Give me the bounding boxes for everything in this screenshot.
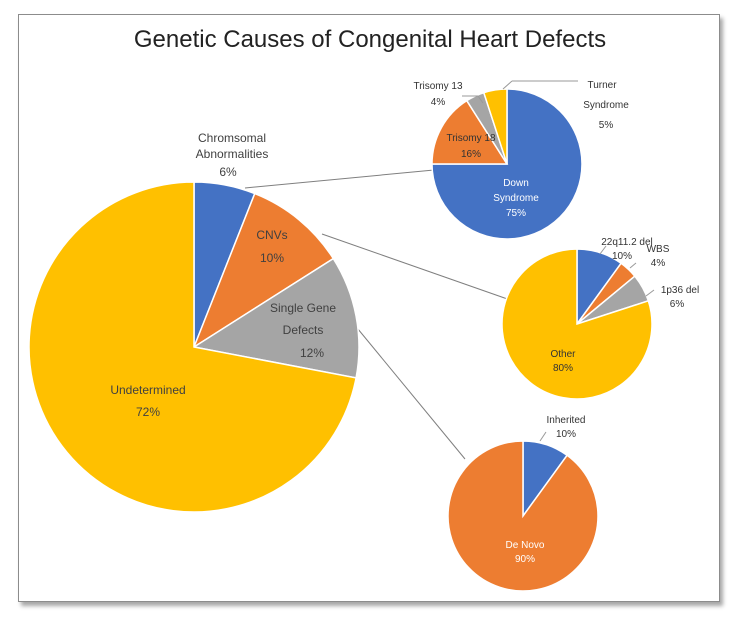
label-1p36: 1p36 del [661, 285, 699, 296]
main-slice-single-gene-defects [191, 257, 360, 379]
leader-line-22q [599, 245, 607, 255]
label-single-gene-line1: Single Gene [270, 301, 336, 315]
chromosomal-pie-labels: Down Syndrome 75% Trisomy 18 16% Trisomy… [413, 80, 629, 219]
label-denovo-pct: 90% [515, 554, 535, 565]
label-chromosomal-pct: 6% [219, 165, 237, 179]
main-slice-cnvs [192, 192, 335, 349]
label-inherited-pct: 10% [556, 429, 576, 440]
leader-lines [462, 80, 655, 442]
label-turner-line2: Syndrome [583, 100, 629, 111]
label-trisomy18: Trisomy 18 [446, 133, 496, 144]
label-other: Other [550, 349, 576, 360]
leader-line-inherited [539, 431, 547, 442]
connector-line-chromosomal [244, 169, 435, 189]
label-undetermined-pct: 72% [136, 405, 160, 419]
chart-title: Genetic Causes of Congenital Heart Defec… [134, 26, 606, 53]
connector-line-single-gene [352, 322, 466, 460]
label-turner-line1: Turner [587, 80, 617, 91]
label-cnvs: CNVs [256, 228, 287, 242]
label-1p36-pct: 6% [670, 299, 685, 310]
label-other-pct: 80% [553, 363, 573, 374]
label-trisomy18-pct: 16% [461, 149, 481, 160]
label-wbs: WBS [647, 244, 670, 255]
single-gene-slice-de-novo [447, 440, 599, 592]
label-trisomy13-pct: 4% [431, 97, 446, 108]
label-undetermined: Undetermined [110, 383, 185, 397]
chromosomal-slice-turner-syndrome [482, 88, 508, 165]
label-single-gene-line2: Defects [283, 323, 324, 337]
label-single-gene-pct: 12% [300, 346, 324, 360]
connector-lines [244, 169, 517, 460]
label-down-line2: Syndrome [493, 193, 539, 204]
leader-line-wbs [629, 262, 637, 269]
leader-line-1p36 [645, 289, 655, 297]
label-cnvs-pct: 10% [260, 251, 284, 265]
leader-line-trisomy13-b [477, 95, 484, 104]
label-22q: 22q11.2 del [601, 237, 653, 248]
chromosomal-slice-trisomy-18 [431, 99, 509, 165]
label-wbs-pct: 4% [651, 258, 666, 269]
cnv-slice-other [501, 248, 653, 400]
label-inherited: Inherited [547, 415, 586, 426]
label-denovo: De Novo [506, 540, 545, 551]
main-slice-undetermined [28, 181, 357, 513]
cnv-pie-labels: 22q11.2 del 10% WBS 4% 1p36 del 6% Other… [550, 237, 699, 374]
single-gene-pie-labels: Inherited 10% De Novo 90% [506, 415, 586, 565]
connector-line-cnvs [321, 233, 517, 303]
pie-slices [28, 88, 653, 592]
label-chromosomal-line2: Abnormalities [196, 147, 269, 161]
main-pie-labels: Chromsomal Abnormalities 6% CNVs 10% Sin… [110, 131, 336, 419]
label-down-pct: 75% [506, 208, 526, 219]
label-down-line1: Down [503, 178, 529, 189]
label-chromosomal-line1: Chromsomal [198, 131, 266, 145]
label-turner-pct: 5% [599, 120, 614, 131]
label-trisomy13: Trisomy 13 [413, 81, 463, 92]
leader-line-turner [502, 80, 513, 90]
label-22q-pct: 10% [612, 251, 632, 262]
chromosomal-slice-down-syndrome [431, 88, 583, 240]
